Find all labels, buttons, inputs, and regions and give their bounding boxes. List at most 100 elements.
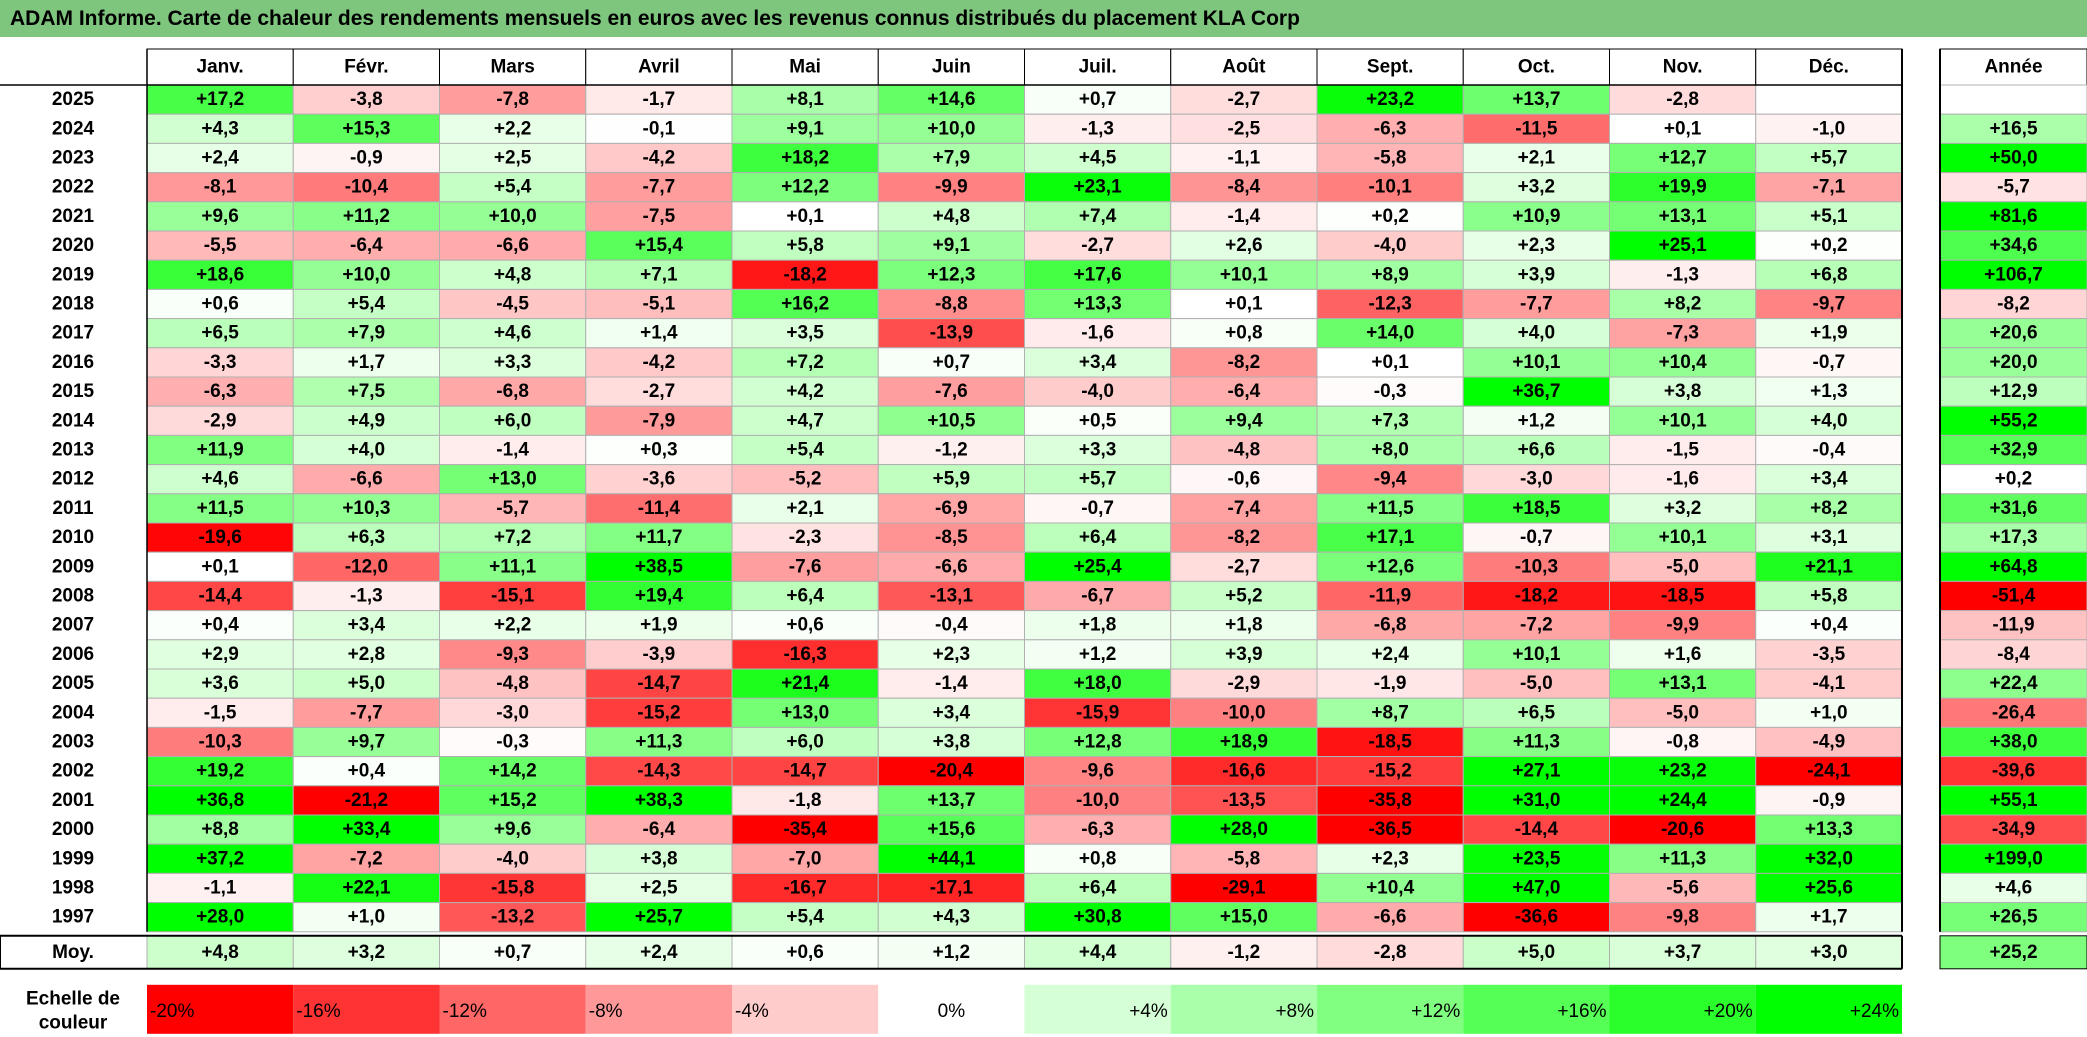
heatmap-cell (877, 288, 1025, 320)
heatmap-cell (292, 405, 440, 436)
heatmap-cell (1170, 785, 1318, 816)
heatmap-cell-value: -8,5 (935, 527, 968, 548)
heatmap-cell-value: -15,8 (491, 878, 534, 899)
heatmap-cell (439, 172, 587, 203)
heatmap-cell (731, 347, 879, 378)
heatmap-cell (1462, 902, 1610, 933)
heatmap-cell-value: -0,1 (643, 118, 676, 139)
heatmap-cell (439, 580, 587, 612)
heatmap-cell-value: +6,0 (786, 732, 824, 753)
heatmap-cell (731, 288, 879, 320)
annual-cell-value: +20,6 (1989, 323, 2037, 344)
scale-step-label: +20% (1704, 1001, 1753, 1022)
heatmap-cell-value: +1,2 (1079, 644, 1117, 665)
heatmap-cell (877, 785, 1025, 816)
heatmap-cell-value: -3,0 (1520, 469, 1553, 490)
annual-cell-value: +64,8 (1989, 556, 2037, 577)
heatmap-cell-value: +16,2 (781, 294, 829, 315)
heatmap-cell-value: +3,1 (1810, 527, 1848, 548)
heatmap-cell (1755, 756, 1903, 787)
heatmap-cell-value: +1,9 (640, 615, 678, 636)
heatmap-cell-value: -1,6 (1081, 323, 1114, 344)
heatmap-cell (1755, 610, 1903, 641)
heatmap-cell (1170, 580, 1318, 612)
heatmap-cell-value: -4,1 (1813, 673, 1846, 694)
annual-cell-value: +38,0 (1989, 732, 2037, 753)
heatmap-cell-value: -6,4 (1228, 381, 1261, 402)
heatmap-cell-value: +19,4 (635, 586, 684, 607)
heatmap-cell (1609, 785, 1757, 816)
heatmap-cell-value: -3,6 (643, 469, 676, 490)
heatmap-cell-value: -14,4 (1515, 819, 1559, 840)
scale-step-label: -4% (735, 1001, 769, 1022)
heatmap-cell (1170, 376, 1318, 407)
heatmap-cell-value: +3,9 (1518, 264, 1556, 285)
heatmap-cell (1316, 580, 1464, 612)
heatmap-cell-value: -2,7 (1081, 235, 1114, 256)
heatmap-cell-value: +25,1 (1659, 235, 1708, 256)
heatmap-cell-value: +1,3 (1810, 381, 1848, 402)
heatmap-cell (1316, 843, 1464, 874)
heatmap-cell-value: +11,9 (197, 440, 244, 461)
heatmap-cell-value: -35,8 (1368, 790, 1411, 811)
annual-cell-value: +106,7 (1984, 264, 2043, 285)
heatmap-cell-value: +8,2 (1664, 294, 1702, 315)
heatmap-cell (292, 668, 440, 699)
heatmap-cell (146, 434, 294, 466)
row-year-label: 2004 (52, 702, 95, 723)
average-annual-value: +25,2 (1989, 942, 2037, 963)
heatmap-cell-value: -1,2 (935, 440, 968, 461)
heatmap-cell-value: +3,2 (1518, 177, 1556, 198)
heatmap-cell-value: -19,6 (198, 527, 241, 548)
heatmap-cell (1316, 259, 1464, 290)
heatmap-cell-value: +1,8 (1225, 615, 1263, 636)
heatmap-cell-value: -2,7 (643, 381, 676, 402)
heatmap-cell-value: -4,0 (1374, 235, 1407, 256)
heatmap-cell (1170, 756, 1318, 787)
heatmap-cell-value: -14,7 (783, 761, 826, 782)
heatmap-cell (731, 756, 879, 787)
row-year-label: 2013 (52, 440, 94, 461)
month-header-label: Oct. (1518, 57, 1555, 78)
heatmap-cell (1609, 639, 1757, 670)
heatmap-cell-value: +11,3 (1659, 848, 1706, 869)
heatmap-cell-value: -3,3 (204, 352, 237, 373)
average-cell-value: -1,2 (1228, 942, 1261, 963)
heatmap-cell-value: +37,2 (196, 848, 244, 869)
heatmap-cell-value: -9,3 (496, 644, 529, 665)
heatmap-cell-value: -7,6 (789, 556, 822, 577)
heatmap-cell (1462, 551, 1610, 582)
heatmap-cell (1024, 610, 1172, 641)
heatmap-cell-value: -1,3 (1666, 264, 1699, 285)
row-year-label: 2008 (52, 586, 94, 607)
heatmap-cell-value: +0,3 (640, 440, 678, 461)
annual-cell-value: -39,6 (1992, 761, 2035, 782)
heatmap-cell-value: +11,3 (1513, 732, 1560, 753)
heatmap-cell-value: +4,6 (201, 469, 239, 490)
heatmap-cell (585, 172, 733, 203)
heatmap-cell-value: +5,1 (1810, 206, 1848, 227)
heatmap-cell-value: -15,9 (1076, 702, 1119, 723)
heatmap-cell (1316, 434, 1464, 466)
page-title: ADAM Informe. Carte de chaleur des rende… (0, 0, 2087, 37)
heatmap-cell-value: +8,1 (786, 89, 824, 110)
heatmap-cell-value: -10,1 (1368, 177, 1412, 198)
heatmap-cell (1316, 872, 1464, 904)
heatmap-cell (1462, 756, 1610, 787)
row-year-label: 1999 (52, 848, 94, 869)
heatmap-cell (585, 580, 733, 612)
heatmap-cell-value: +9,6 (201, 206, 239, 227)
month-header-label: Janv. (197, 57, 244, 78)
heatmap-cell (1609, 493, 1757, 524)
heatmap-cell-value: +4,6 (494, 323, 532, 344)
heatmap-cell-value: -1,4 (1228, 206, 1261, 227)
heatmap-cell (1024, 668, 1172, 699)
heatmap-cell-value: +1,7 (1810, 907, 1848, 928)
annual-cell-value: +50,0 (1989, 148, 2037, 169)
heatmap-cell-value: +18,6 (196, 264, 244, 285)
annual-cell (1939, 376, 2087, 407)
heatmap-cell-value: -1,4 (935, 673, 968, 694)
heatmap-cell-value: +33,4 (342, 819, 391, 840)
heatmap-cell-value: +0,7 (1079, 89, 1117, 110)
heatmap-cell (146, 522, 294, 553)
